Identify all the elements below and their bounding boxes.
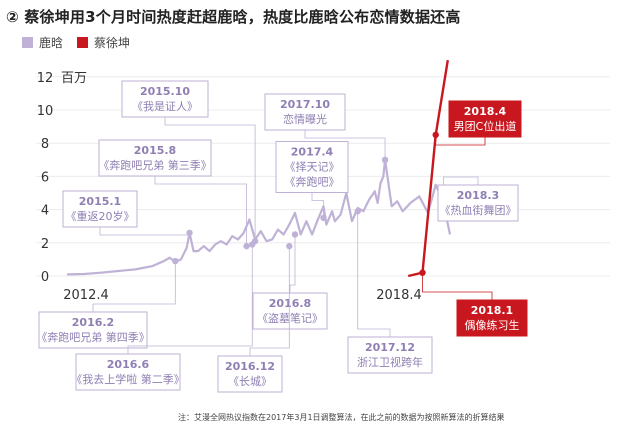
annotation-marker	[286, 242, 293, 250]
annotation-leader	[99, 227, 190, 236]
annotation-marker	[432, 131, 439, 139]
annotation-marker	[419, 269, 426, 276]
annotation-event: 《热血街舞团》	[440, 203, 517, 217]
annotation-marker	[249, 241, 256, 248]
annotation-event: 男团C位出道	[454, 119, 517, 133]
y-tick-label: 2	[41, 237, 49, 252]
annotation-leader	[357, 211, 391, 337]
annotation-leader	[92, 261, 176, 312]
series-line-luhan	[66, 158, 452, 276]
annotation-box	[347, 336, 433, 374]
annotation-marker	[186, 229, 193, 237]
annotation-date: 2015.1	[79, 195, 121, 208]
annotation-event: 《盗墓笔记》	[257, 311, 323, 325]
annotation-box	[217, 355, 283, 393]
annotation-marker	[354, 208, 361, 215]
annotation-date: 2015.8	[134, 144, 176, 157]
legend: 鹿晗 蔡徐坤	[22, 34, 144, 51]
annotation-date: 2018.4	[464, 105, 507, 118]
legend-swatch-cxk	[77, 37, 89, 48]
annotation-date: 2017.12	[365, 341, 415, 354]
annotation-leader	[289, 234, 296, 293]
annotation-event: 偶像练习生	[465, 318, 520, 332]
annotation-marker	[172, 257, 179, 265]
annotation-leader	[311, 192, 324, 218]
annotation-date: 2017.4	[291, 146, 334, 159]
legend-item-luhan: 鹿晗	[22, 34, 63, 51]
annotation-event: 《长城》	[228, 375, 272, 388]
annotation-event: 《重返20岁》	[66, 209, 135, 223]
annotation-event: 《择天记》	[285, 160, 340, 174]
annotation-leader	[422, 272, 493, 300]
annotation-leader	[154, 176, 247, 247]
annotation-event: 《我去上学啦 第二季》	[71, 372, 185, 386]
x-axis-label-end: 2018.4	[376, 288, 422, 303]
annotation-box	[75, 353, 181, 391]
annotation-date: 2016.8	[269, 297, 311, 310]
annotation-box	[62, 190, 138, 228]
y-tick-label: 4	[41, 204, 49, 219]
annotation-date: 2018.3	[457, 189, 499, 202]
annotation-box	[38, 311, 148, 349]
annotation-event: 《奔跑吧兄弟 第四季》	[36, 330, 150, 344]
series-line-cxk	[407, 60, 449, 278]
annotation-date: 2016.6	[107, 358, 150, 371]
annotation-marker	[291, 231, 299, 238]
annotation-box	[121, 80, 209, 118]
annotation-box	[437, 184, 519, 222]
legend-item-cxk: 蔡徐坤	[77, 34, 130, 51]
annotation-leader	[249, 246, 290, 356]
annotation-event: 《奔跑吧》	[285, 175, 340, 189]
y-tick-label: 12	[37, 71, 54, 86]
legend-label-cxk: 蔡徐坤	[94, 36, 131, 50]
annotation-event: 恋情曝光	[283, 112, 327, 126]
annotation-marker	[381, 156, 389, 163]
annotation-event: 浙江卫视跨年	[357, 355, 423, 369]
annotation-leader	[164, 117, 256, 242]
annotation-date: 2018.1	[471, 304, 513, 317]
annotation-date: 2016.2	[72, 316, 114, 329]
annotation-event: 《奔跑吧兄弟 第三季》	[98, 158, 212, 172]
annotation-marker	[243, 242, 250, 250]
annotation-leader	[304, 130, 386, 160]
annotation-leader	[435, 134, 486, 146]
annotation-box	[275, 141, 349, 193]
annotation-leader	[127, 244, 253, 354]
y-unit-label: 百万	[61, 71, 87, 86]
annotation-box	[456, 299, 528, 337]
annotation-event: 《我是证人》	[132, 100, 198, 113]
y-tick-label: 0	[41, 270, 49, 285]
y-tick-label: 6	[41, 170, 49, 185]
annotation-box	[98, 139, 212, 177]
y-tick-label: 8	[41, 137, 49, 152]
annotation-marker	[320, 214, 327, 222]
annotation-date: 2015.10	[140, 85, 190, 98]
annotation-date: 2017.10	[280, 98, 330, 111]
y-tick-label: 10	[37, 104, 54, 119]
chart-title: ② 蔡徐坤用3个月时间热度赶超鹿晗，热度比鹿晗公布恋情数据还高	[6, 8, 461, 26]
annotation-date: 2016.12	[225, 360, 275, 373]
annotation-box	[448, 100, 522, 138]
x-axis-label-start: 2012.4	[63, 288, 109, 303]
annotation-box	[252, 292, 328, 330]
annotation-box	[264, 93, 346, 131]
legend-swatch-luhan	[22, 37, 33, 48]
legend-label-luhan: 鹿晗	[39, 36, 64, 50]
footnote: 注：艾漫全网热议指数在2017年3月1日调整算法，在此之前的数据为按照新算法的折…	[178, 413, 505, 422]
